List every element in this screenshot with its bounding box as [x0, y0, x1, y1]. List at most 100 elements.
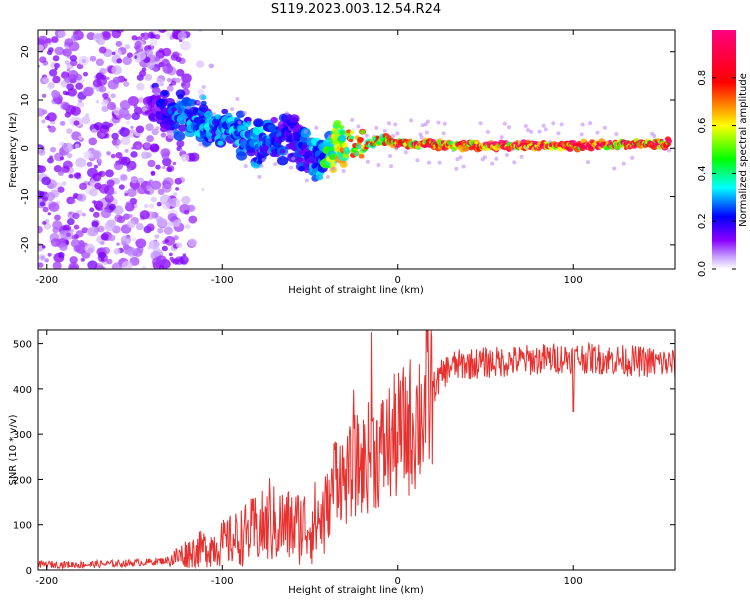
heatmap-cell	[57, 170, 64, 176]
heatmap-cell	[376, 162, 381, 167]
heatmap-cell	[57, 186, 65, 193]
heatmap-cell	[478, 121, 483, 126]
heatmap-cell	[122, 56, 133, 66]
heatmap-cell	[156, 78, 164, 85]
heatmap-cell	[230, 107, 235, 112]
heatmap-cell	[409, 118, 414, 123]
heatmap-cell	[75, 82, 84, 90]
heatmap-cell	[161, 90, 169, 96]
heatmap-cell	[173, 131, 186, 141]
heatmap-cell	[123, 81, 130, 87]
heatmap-cell	[43, 222, 52, 230]
heatmap-cell	[155, 216, 164, 223]
snr-panel: -200 -100 0 100 0 100 200 300 400 500 Height of s…	[8, 329, 676, 596]
heatmap-cell	[125, 120, 131, 126]
heatmap-cell	[48, 69, 58, 77]
heatmap-cell	[70, 34, 79, 42]
heatmap-cell	[48, 202, 60, 212]
heatmap-cell	[519, 154, 524, 159]
heatmap-cell	[237, 120, 242, 125]
heatmap-cell	[161, 245, 168, 252]
heatmap-cell	[81, 227, 89, 234]
spectrogram-frame	[37, 29, 676, 270]
heatmap-cell	[81, 116, 91, 125]
heatmap-cell	[60, 101, 70, 111]
heatmap-cell	[128, 213, 133, 219]
heatmap-cell	[200, 94, 207, 100]
heatmap-cell	[89, 207, 95, 213]
heatmap-cell	[54, 62, 61, 69]
heatmap-cell	[38, 166, 44, 172]
heatmap-cell	[172, 30, 179, 33]
heatmap-cell	[145, 49, 153, 56]
heatmap-cell	[330, 162, 337, 168]
heatmap-cell	[52, 261, 62, 269]
heatmap-cell	[98, 158, 102, 162]
heatmap-cell	[42, 196, 49, 202]
heatmap-cell	[42, 220, 47, 225]
heatmap-cell	[66, 232, 72, 238]
heatmap-cell	[77, 193, 87, 202]
heatmap-cell	[98, 46, 107, 54]
heatmap-cell	[130, 151, 138, 158]
colorbar-tick-label: 0.6	[697, 118, 708, 134]
heatmap-cell	[74, 143, 80, 149]
heatmap-cell	[614, 131, 619, 136]
heatmap-cell	[424, 130, 429, 135]
heatmap-cell	[169, 256, 174, 261]
heatmap-cell	[585, 160, 590, 165]
heatmap-cell	[580, 122, 585, 127]
heatmap-cell	[167, 221, 174, 227]
heatmap-cell	[126, 52, 133, 58]
heatmap-cell	[86, 161, 93, 167]
heatmap-cell	[391, 134, 396, 139]
heatmap-cell	[69, 54, 78, 62]
heatmap-cell	[270, 116, 278, 124]
heatmap-cell	[365, 159, 370, 164]
heatmap-cell	[155, 126, 160, 131]
heatmap-cell	[180, 40, 191, 51]
heatmap-cell	[120, 235, 132, 245]
heatmap-cell	[386, 121, 391, 126]
heatmap-cell	[133, 106, 143, 115]
heatmap-cell	[93, 164, 98, 169]
heatmap-cell	[261, 158, 266, 163]
heatmap-cell	[39, 56, 47, 64]
heatmap-cell	[177, 94, 184, 100]
heatmap-cell	[41, 119, 46, 124]
heatmap-cell	[62, 142, 74, 153]
heatmap-cell	[118, 184, 125, 190]
heatmap-cell	[72, 212, 80, 220]
heatmap-cell	[665, 138, 673, 144]
heatmap-cell	[136, 246, 144, 254]
heatmap-cell	[61, 165, 70, 173]
heatmap-cell	[46, 112, 57, 122]
heatmap-cell	[204, 110, 214, 119]
heatmap-cell	[350, 117, 355, 122]
heatmap-cell	[304, 178, 309, 183]
heatmap-cell	[144, 110, 150, 115]
heatmap-cell	[116, 58, 123, 64]
heatmap-cell	[358, 153, 365, 159]
heatmap-cell	[39, 201, 46, 207]
heatmap-cell	[418, 132, 423, 137]
heatmap-cell	[93, 200, 104, 210]
heatmap-cell	[131, 178, 137, 184]
heatmap-cell	[151, 180, 162, 190]
heatmap-cell	[157, 227, 164, 234]
y-tick-label: -20	[20, 237, 31, 253]
heatmap-cell	[652, 134, 657, 139]
heatmap-cell	[394, 146, 399, 151]
heatmap-cell	[595, 130, 600, 135]
heatmap-cell	[92, 32, 104, 42]
heatmap-cell	[132, 237, 137, 242]
heatmap-cell	[106, 179, 115, 187]
heatmap-cell	[131, 146, 135, 150]
heatmap-cell	[541, 123, 546, 128]
x-tick-label: -100	[211, 275, 234, 286]
heatmap-cell	[164, 60, 169, 64]
heatmap-cell	[89, 55, 97, 62]
heatmap-cell	[47, 157, 54, 164]
heatmap-cell	[73, 120, 80, 126]
